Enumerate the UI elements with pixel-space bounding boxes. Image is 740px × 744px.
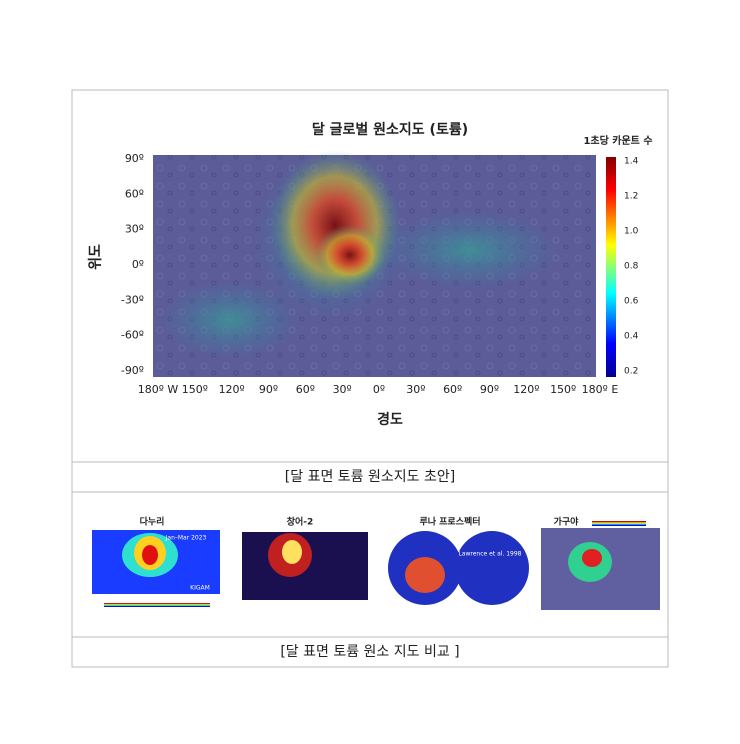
x-tick-label: 0º (373, 383, 385, 396)
colorbar (606, 157, 616, 377)
map-title: 달 글로벌 원소지도 (토륨) (312, 121, 468, 138)
outer-frame (71, 89, 669, 668)
x-tick-label: 30º (333, 383, 352, 396)
thumbnail (541, 521, 660, 610)
y-tick-label: 0º (132, 258, 144, 271)
x-tick-label: 120º (219, 383, 245, 396)
caption: [달 표면 토륨 원소지도 초안] (285, 469, 455, 485)
x-tick-label: 180º E (582, 383, 619, 396)
colorbar-tick-label: 1.4 (624, 157, 639, 167)
x-axis-title: 경도 (377, 411, 403, 428)
panel-label: 다누리 (140, 516, 165, 528)
map (153, 150, 596, 377)
x-tick-label: 180º W (138, 383, 179, 396)
y-axis-title: 위도 (88, 244, 104, 270)
colorbar-label: 1초당 카운트 수 (583, 134, 652, 147)
panel-note: Jan–Mar 2023 (165, 535, 207, 542)
panel-label: 창어-2 (287, 516, 314, 528)
panel-label: 가구야 (554, 516, 580, 528)
colorbar-tick-label: 0.8 (624, 262, 639, 272)
y-tick-label: -60º (121, 329, 144, 342)
thumbnail (242, 532, 368, 600)
thumbnail (92, 530, 220, 607)
x-tick-label: 90º (259, 383, 278, 396)
caption: [달 표면 토륨 원소 지도 비교 ] (280, 644, 459, 660)
colorbar-tick-label: 0.4 (624, 332, 639, 342)
panel-note: KIGAM (190, 585, 210, 592)
panel-label: 루나 프로스펙터 (419, 516, 480, 528)
y-tick-label: -30º (121, 293, 144, 306)
x-tick-label: 120º (513, 383, 539, 396)
x-tick-label: 60º (443, 383, 462, 396)
y-tick-label: 60º (125, 187, 144, 200)
colorbar-tick-label: 0.6 (624, 297, 639, 307)
x-tick-label: 90º (480, 383, 499, 396)
y-tick-label: 30º (125, 223, 144, 236)
y-tick-label: 90º (125, 152, 144, 165)
x-tick-label: 150º (182, 383, 208, 396)
x-tick-label: 60º (296, 383, 315, 396)
colorbar-tick-label: 0.2 (624, 367, 638, 377)
x-tick-label: 150º (550, 383, 576, 396)
y-tick-label: -90º (121, 364, 144, 377)
thumbnail (388, 531, 529, 605)
colorbar-tick-label: 1.2 (624, 192, 638, 202)
panel-note: Lawrence et al. 1998 (458, 551, 521, 558)
colorbar-tick-label: 1.0 (624, 227, 639, 237)
x-tick-label: 30º (406, 383, 425, 396)
